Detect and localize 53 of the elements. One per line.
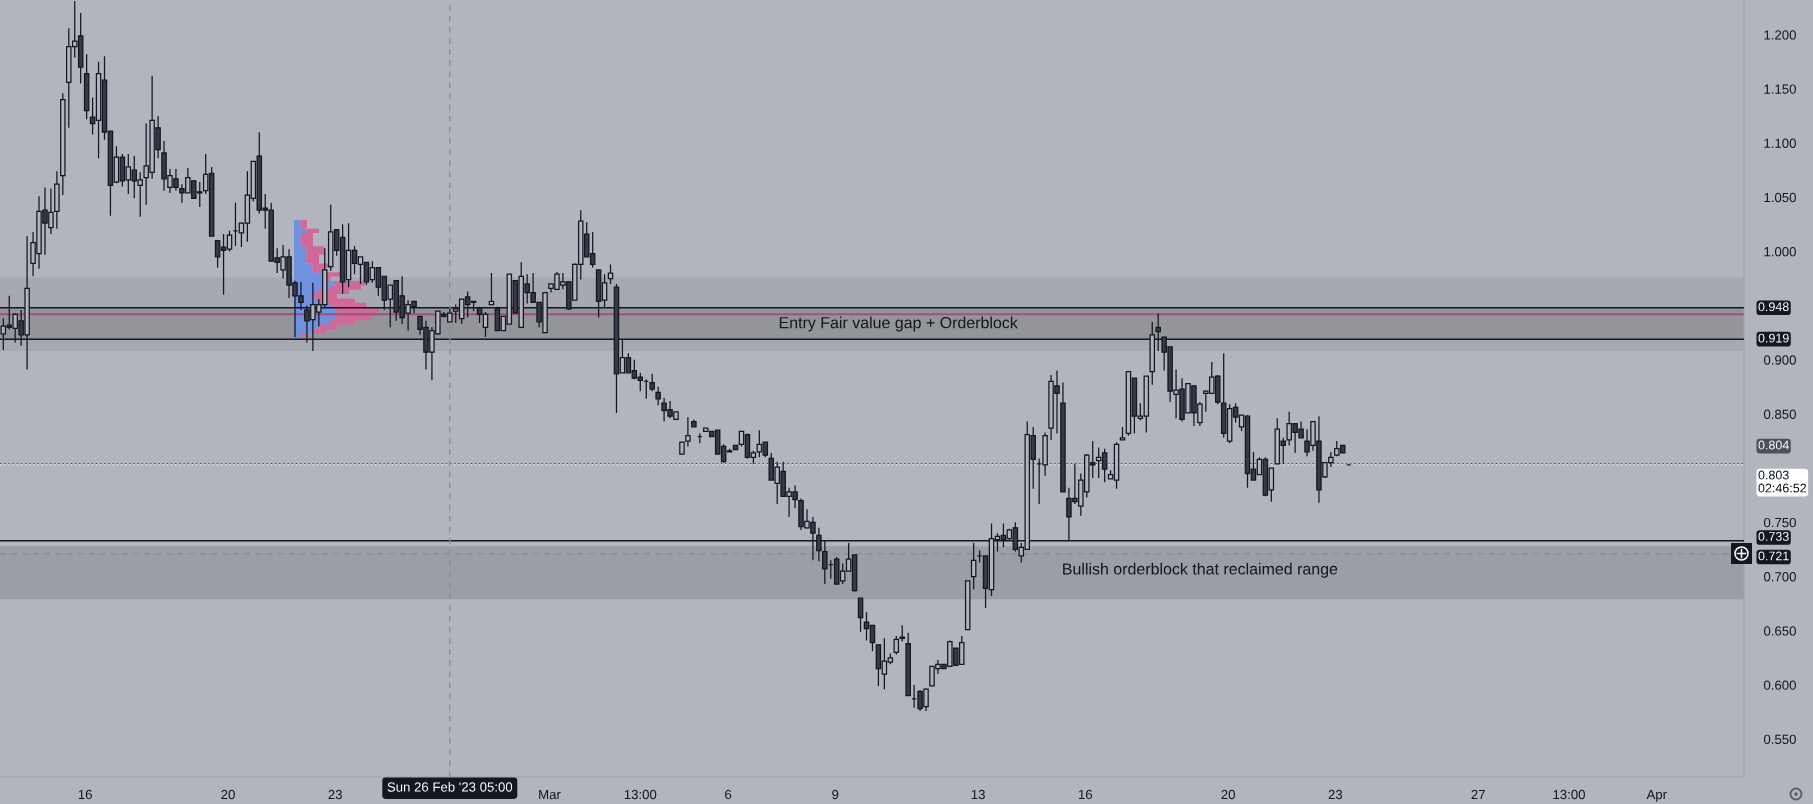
y-tick-label: 1.050 (1764, 192, 1796, 203)
x-tick-label: 27 (1471, 789, 1485, 800)
candlestick (697, 432, 703, 444)
candlestick (691, 418, 697, 428)
candlestick (970, 542, 977, 591)
candlestick (905, 632, 911, 697)
x-tick-label: 13:00 (624, 789, 657, 800)
candlestick (1119, 426, 1126, 441)
x-tick-label: 23 (328, 789, 342, 800)
y-tick-label: 1.200 (1764, 30, 1796, 40)
x-tick-label: 13 (971, 789, 985, 800)
x-tick-label: 13:00 (1553, 789, 1585, 800)
ref-line-label: 0.919 (1758, 333, 1789, 343)
ref-line-label: 0.803 02:46:52 (1758, 470, 1807, 493)
x-tick-label: 23 (1328, 789, 1343, 800)
y-tick-label: 0.850 (1763, 409, 1796, 419)
ref-line-label: 0.804 (1758, 440, 1789, 450)
y-tick-label: 0.750 (1763, 517, 1796, 528)
candlestick (83, 53, 90, 120)
y-tick-label: 0.650 (1763, 626, 1796, 636)
y-tick-label: 0.900 (1763, 355, 1796, 365)
ref-line-label: 0.721 (1758, 551, 1789, 561)
candlestick (655, 386, 661, 406)
y-tick-label: 1.150 (1764, 84, 1796, 94)
candlestick (964, 580, 971, 631)
y-tick-label: 0.550 (1763, 734, 1796, 744)
x-tick-label: Apr (1646, 789, 1667, 802)
candlestick (643, 378, 650, 400)
candlestick (1060, 381, 1066, 493)
candlestick (488, 272, 495, 306)
annotation: Entry Fair value gap + Orderblock (779, 316, 1018, 332)
y-tick-label: 1.100 (1764, 138, 1796, 148)
candlestick (649, 373, 655, 392)
candlestick (607, 263, 614, 285)
x-tick-label: 20 (221, 789, 235, 800)
y-tick-label: 1.000 (1764, 246, 1796, 257)
y-tick-label: 0.700 (1763, 572, 1796, 582)
annotation: Bullish orderblock that reclaimed range (1063, 562, 1338, 578)
y-tick-label: 0.600 (1763, 680, 1796, 690)
x-tick-label: Mar (539, 789, 561, 800)
x-tick-label: 16 (1078, 789, 1093, 800)
candlestick (893, 635, 900, 656)
candlestick (857, 597, 864, 633)
ref-line-label: 0.733 (1758, 532, 1789, 541)
x-tick-label: 9 (832, 789, 839, 800)
candlestick (60, 92, 66, 196)
ref-line-label: Sun 26 Feb '23 05:00 (387, 782, 513, 792)
ref-line-label: 0.948 (1758, 302, 1789, 312)
candlestick (54, 170, 60, 230)
x-tick-label: 6 (725, 789, 732, 800)
x-tick-label: 16 (78, 789, 92, 800)
x-tick-label: 20 (1221, 789, 1235, 800)
candlestick (899, 624, 905, 643)
